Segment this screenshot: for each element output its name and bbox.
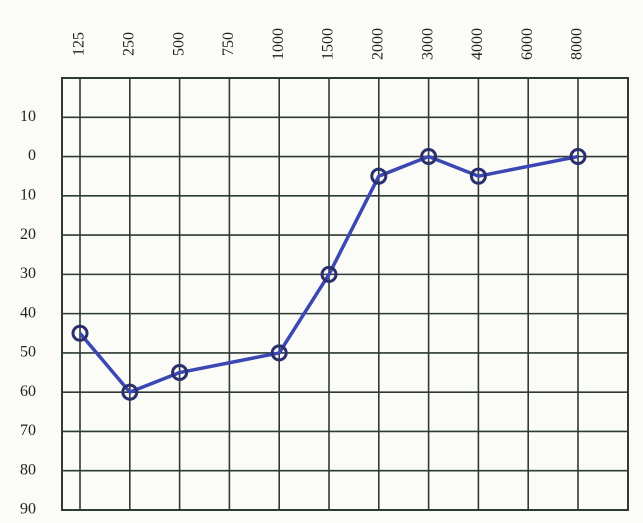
y-tick-label: 80: [20, 461, 36, 478]
point-marker: [171, 364, 189, 382]
x-tick-label: 750: [220, 32, 237, 56]
y-tick-label: 0: [28, 147, 36, 164]
hearing-line: [78, 154, 579, 394]
x-tick-label: 125: [71, 32, 88, 56]
x-tick-label: 2000: [369, 28, 386, 60]
x-tick-label: 6000: [519, 28, 536, 60]
x-tick-label: 4000: [469, 28, 486, 60]
point-marker: [121, 383, 139, 401]
y-tick-label: 90: [20, 501, 36, 518]
y-tick-label: 10: [20, 108, 36, 125]
x-tick-label: 1500: [320, 28, 337, 60]
point-marker: [71, 324, 89, 342]
point-marker: [370, 167, 388, 185]
y-tick-label: 10: [20, 186, 36, 203]
x-tick-label: 3000: [419, 28, 436, 60]
plot-frame: [61, 77, 629, 511]
y-tick-label: 30: [20, 265, 36, 282]
y-tick-label: 40: [20, 304, 36, 321]
y-tick-label: 20: [20, 226, 36, 243]
x-tick-label: 1000: [270, 28, 287, 60]
x-tick-label: 250: [120, 32, 137, 56]
point-marker: [420, 148, 438, 166]
y-tick-label: 60: [20, 383, 36, 400]
y-tick-label: 70: [20, 422, 36, 439]
x-tick-label: 500: [170, 32, 187, 56]
point-marker: [469, 167, 487, 185]
point-marker: [270, 344, 288, 362]
x-tick-label: 8000: [569, 28, 586, 60]
point-marker: [320, 265, 338, 283]
y-tick-label: 50: [20, 344, 36, 361]
point-marker: [569, 148, 587, 166]
